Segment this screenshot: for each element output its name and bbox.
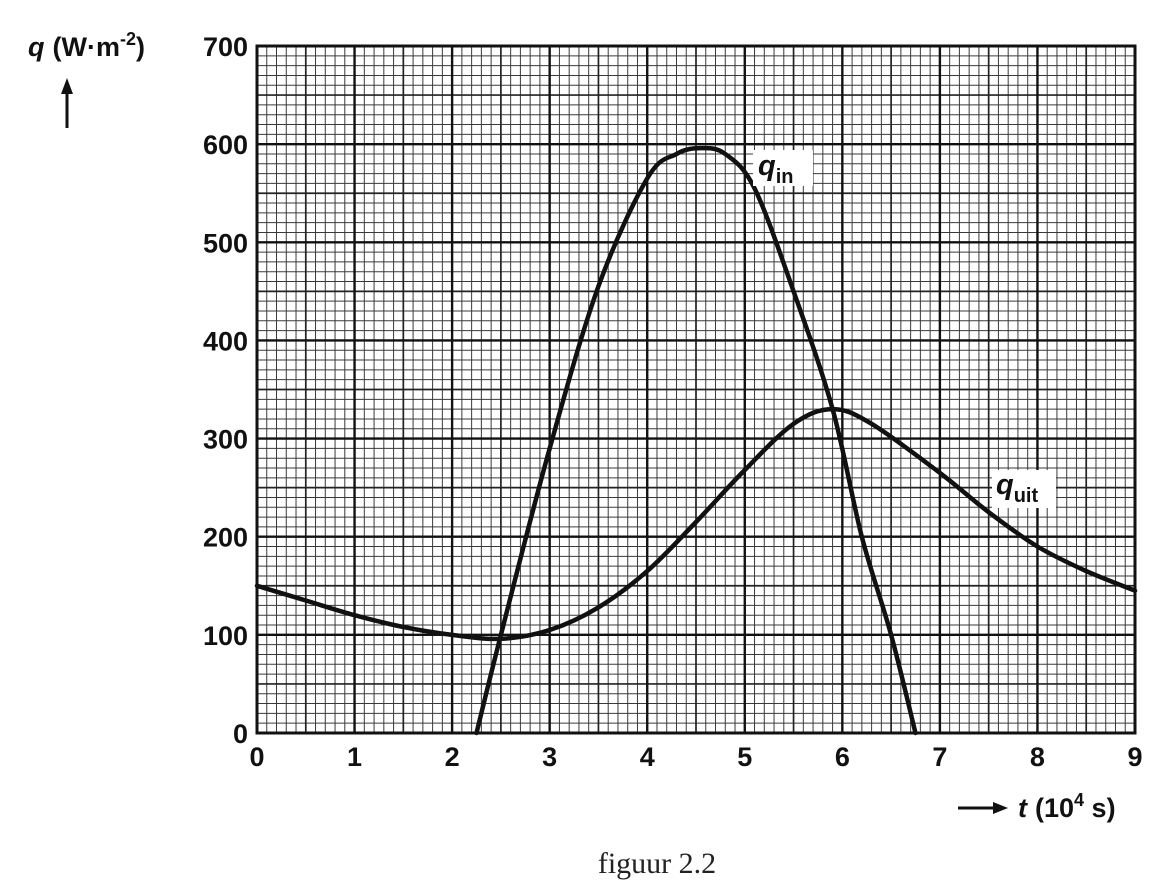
x-tick-label: 1 xyxy=(347,742,362,772)
x-axis-arrow xyxy=(958,802,1008,814)
x-tick-label: 3 xyxy=(542,742,557,772)
y-tick-label: 300 xyxy=(203,425,248,455)
x-tick-label: 8 xyxy=(1030,742,1045,772)
y-tick-label: 700 xyxy=(203,32,248,62)
y-tick-label: 100 xyxy=(203,621,248,651)
x-tick-label: 0 xyxy=(249,742,264,772)
series-label-q-uit: quit xyxy=(992,469,1056,508)
series-label-q-uit-symbol: q xyxy=(996,469,1014,501)
y-axis-label: q (W·m-2) xyxy=(28,29,145,62)
x-axis-ticks: 0 1 2 3 4 5 6 7 8 9 xyxy=(249,742,1142,772)
x-axis-unit: (10 xyxy=(1035,793,1074,823)
x-axis-unit-exponent: 4 xyxy=(1074,790,1084,810)
series-label-q-uit-sub: uit xyxy=(1014,485,1039,507)
y-tick-label: 400 xyxy=(203,326,248,356)
x-tick-label: 9 xyxy=(1127,742,1142,772)
plot-frame xyxy=(255,44,1137,735)
x-tick-label: 4 xyxy=(640,742,655,772)
series-label-q-in-symbol: q xyxy=(758,150,776,182)
x-tick-label: 2 xyxy=(445,742,460,772)
series-layer xyxy=(254,145,1138,736)
series-label-q-in-sub: in xyxy=(776,166,794,188)
grid-mid xyxy=(257,46,1135,733)
series-label-q-in: qin xyxy=(753,150,813,188)
svg-text:qin: qin xyxy=(758,150,794,188)
y-axis-symbol: q xyxy=(28,32,45,62)
svg-text:quit: quit xyxy=(996,469,1038,507)
y-axis-unit-exponent: -2 xyxy=(120,29,136,49)
x-tick-label: 5 xyxy=(737,742,752,772)
y-tick-label: 200 xyxy=(203,523,248,553)
y-tick-label: 500 xyxy=(203,228,248,258)
y-axis-ticks: 0 100 200 300 400 500 600 700 xyxy=(203,32,248,749)
x-tick-label: 6 xyxy=(835,742,850,772)
y-tick-label: 600 xyxy=(203,130,248,160)
y-axis-arrow xyxy=(61,78,73,128)
x-axis-symbol: t xyxy=(1018,793,1028,823)
x-axis-label: t (104 s) xyxy=(1018,790,1116,823)
y-tick-label: 0 xyxy=(233,719,248,749)
figure-caption: figuur 2.2 xyxy=(598,847,716,880)
series-line-q-in xyxy=(474,145,918,736)
x-tick-label: 7 xyxy=(932,742,947,772)
x-axis-unit-close: s) xyxy=(1084,793,1116,823)
series-line-q-uit xyxy=(254,406,1138,642)
y-axis-unit-close: ) xyxy=(136,32,145,62)
y-axis-unit: (W·m xyxy=(53,32,120,62)
